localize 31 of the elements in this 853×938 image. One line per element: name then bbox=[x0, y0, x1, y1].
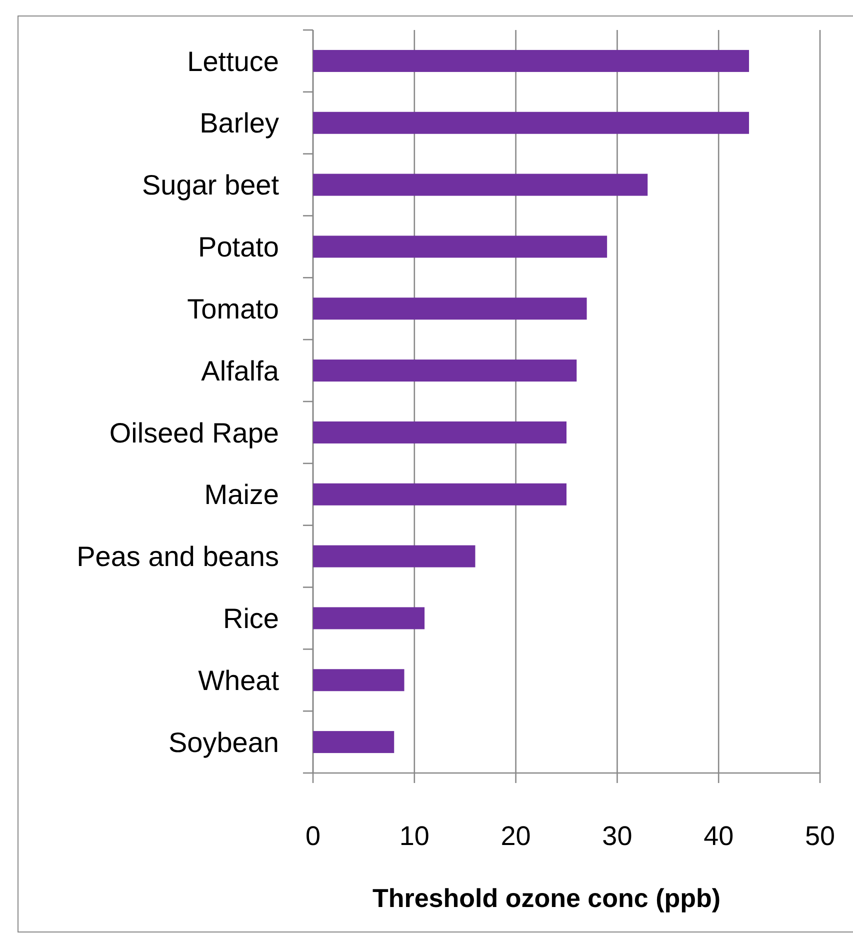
x-tick-label: 30 bbox=[602, 821, 632, 851]
bar bbox=[313, 50, 750, 72]
y-tick-label: Barley bbox=[200, 108, 279, 139]
bar bbox=[313, 607, 425, 630]
bar bbox=[313, 236, 608, 258]
y-tick-label: Lettuce bbox=[187, 46, 279, 77]
bar bbox=[313, 731, 394, 754]
x-tick-label: 10 bbox=[399, 821, 430, 851]
bar bbox=[313, 112, 750, 134]
y-tick-label: Rice bbox=[222, 603, 279, 634]
bar bbox=[313, 669, 404, 692]
bar bbox=[313, 483, 566, 506]
y-tick-label: Wheat bbox=[198, 664, 280, 696]
y-tick-label: Maize bbox=[204, 479, 279, 510]
bar bbox=[313, 298, 587, 320]
bar bbox=[313, 421, 566, 444]
x-tick-label: 50 bbox=[804, 821, 836, 851]
x-tick-label: 0 bbox=[305, 821, 321, 851]
x-axis-title: Threshold ozone conc (ppb) bbox=[372, 883, 721, 913]
bar bbox=[313, 360, 577, 382]
y-tick-label: Peas and beans bbox=[76, 541, 279, 572]
y-tick-label: Soybean bbox=[168, 726, 279, 758]
bar bbox=[313, 174, 648, 196]
x-tick-label: 40 bbox=[704, 821, 734, 851]
y-tick-label: Potato bbox=[198, 232, 279, 263]
y-tick-label: Tomato bbox=[187, 293, 279, 324]
x-tick-label: 20 bbox=[500, 821, 531, 851]
y-tick-label: Oilseed Rape bbox=[109, 417, 279, 448]
y-tick-label: Sugar beet bbox=[142, 170, 280, 201]
bar bbox=[313, 545, 476, 568]
y-tick-label: Alfalfa bbox=[201, 355, 280, 386]
